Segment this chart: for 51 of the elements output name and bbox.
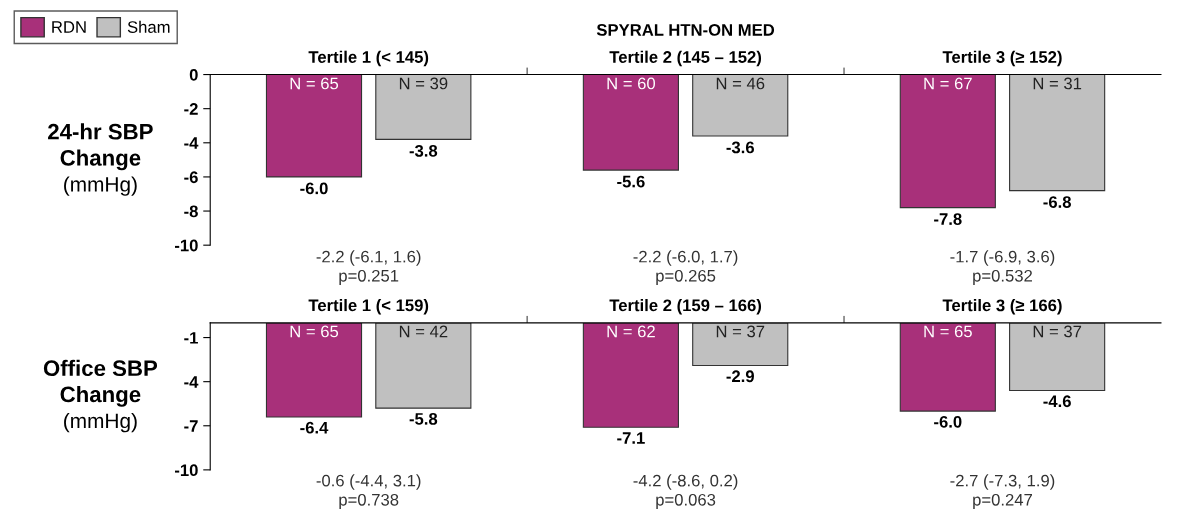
y-tick-label: -6: [184, 171, 198, 184]
y-tick-label: -4: [184, 376, 199, 388]
text: -2.2 (-6.1, 1.6) p=0.251: [316, 250, 421, 285]
data-label: -2.9: [726, 370, 754, 383]
text: -0.6 (-4.4, 3.1) p=0.738: [316, 474, 421, 509]
data-label: -3.6: [726, 141, 754, 154]
data-label: -5.8: [409, 412, 438, 425]
data-label: -3.8: [409, 144, 438, 157]
annotation: N = 37: [716, 325, 765, 338]
annotation: N = 60: [607, 77, 656, 90]
legend-label: Sham: [127, 20, 170, 33]
annotation: N = 67: [924, 77, 972, 90]
y-tick-label: -8: [184, 205, 198, 218]
text: -2.7 (-7.3, 1.9) p=0.247: [950, 474, 1055, 509]
y-tick-label: -10: [174, 239, 198, 252]
text: -1.7 (-6.9, 3.6) p=0.532: [950, 250, 1055, 285]
x-tick-label: Tertile 2 (145 – 152): [609, 50, 762, 67]
x-tick-label: Tertile 1 (< 145): [308, 50, 429, 67]
annotation: N = 31: [1033, 77, 1082, 90]
y-tick-label: -1: [184, 332, 198, 344]
data-label: -6.8: [1043, 196, 1071, 208]
y-tick-label: 0: [189, 68, 198, 81]
data-label: -7.1: [617, 432, 645, 444]
data-label: -6.4: [300, 421, 329, 434]
annotation: N = 37: [1033, 325, 1082, 338]
data-label: -6.0: [934, 415, 962, 428]
data-label: -4.6: [1043, 395, 1071, 408]
chart-title: SPYRAL HTN-ON MED: [596, 24, 775, 36]
annotation: N = 42: [399, 325, 448, 338]
legend-label: RDN: [52, 21, 86, 33]
text: -2.2 (-6.0, 1.7) p=0.265: [633, 250, 738, 285]
annotation: N = 65: [290, 325, 339, 338]
x-tick-label: Tertile 3 (≥ 166): [942, 299, 1062, 315]
data-label: -6.0: [300, 182, 328, 195]
x-tick-label: Tertile 2 (159 – 166): [609, 299, 762, 315]
y-axis-title: Office SBP Change (mmHg): [43, 359, 158, 433]
annotation: N = 39: [399, 77, 448, 90]
y-tick-label: -10: [174, 464, 198, 477]
text: -4.2 (-8.6, 0.2) p=0.063: [633, 474, 738, 509]
annotation: N = 62: [607, 325, 655, 338]
annotation: N = 46: [716, 77, 765, 90]
data-label: -7.8: [934, 213, 962, 225]
y-tick-label: -7: [184, 420, 198, 432]
y-tick-label: -2: [184, 103, 198, 115]
annotation: N = 65: [924, 325, 972, 338]
y-tick-label: -4: [184, 137, 199, 149]
x-tick-label: Tertile 1 (< 159): [308, 299, 429, 315]
y-axis-title: 24-hr SBP Change (mmHg): [48, 123, 153, 196]
x-tick-label: Tertile 3 (≥ 152): [942, 50, 1062, 67]
annotation: N = 65: [290, 77, 339, 90]
data-label: -5.6: [617, 175, 645, 188]
